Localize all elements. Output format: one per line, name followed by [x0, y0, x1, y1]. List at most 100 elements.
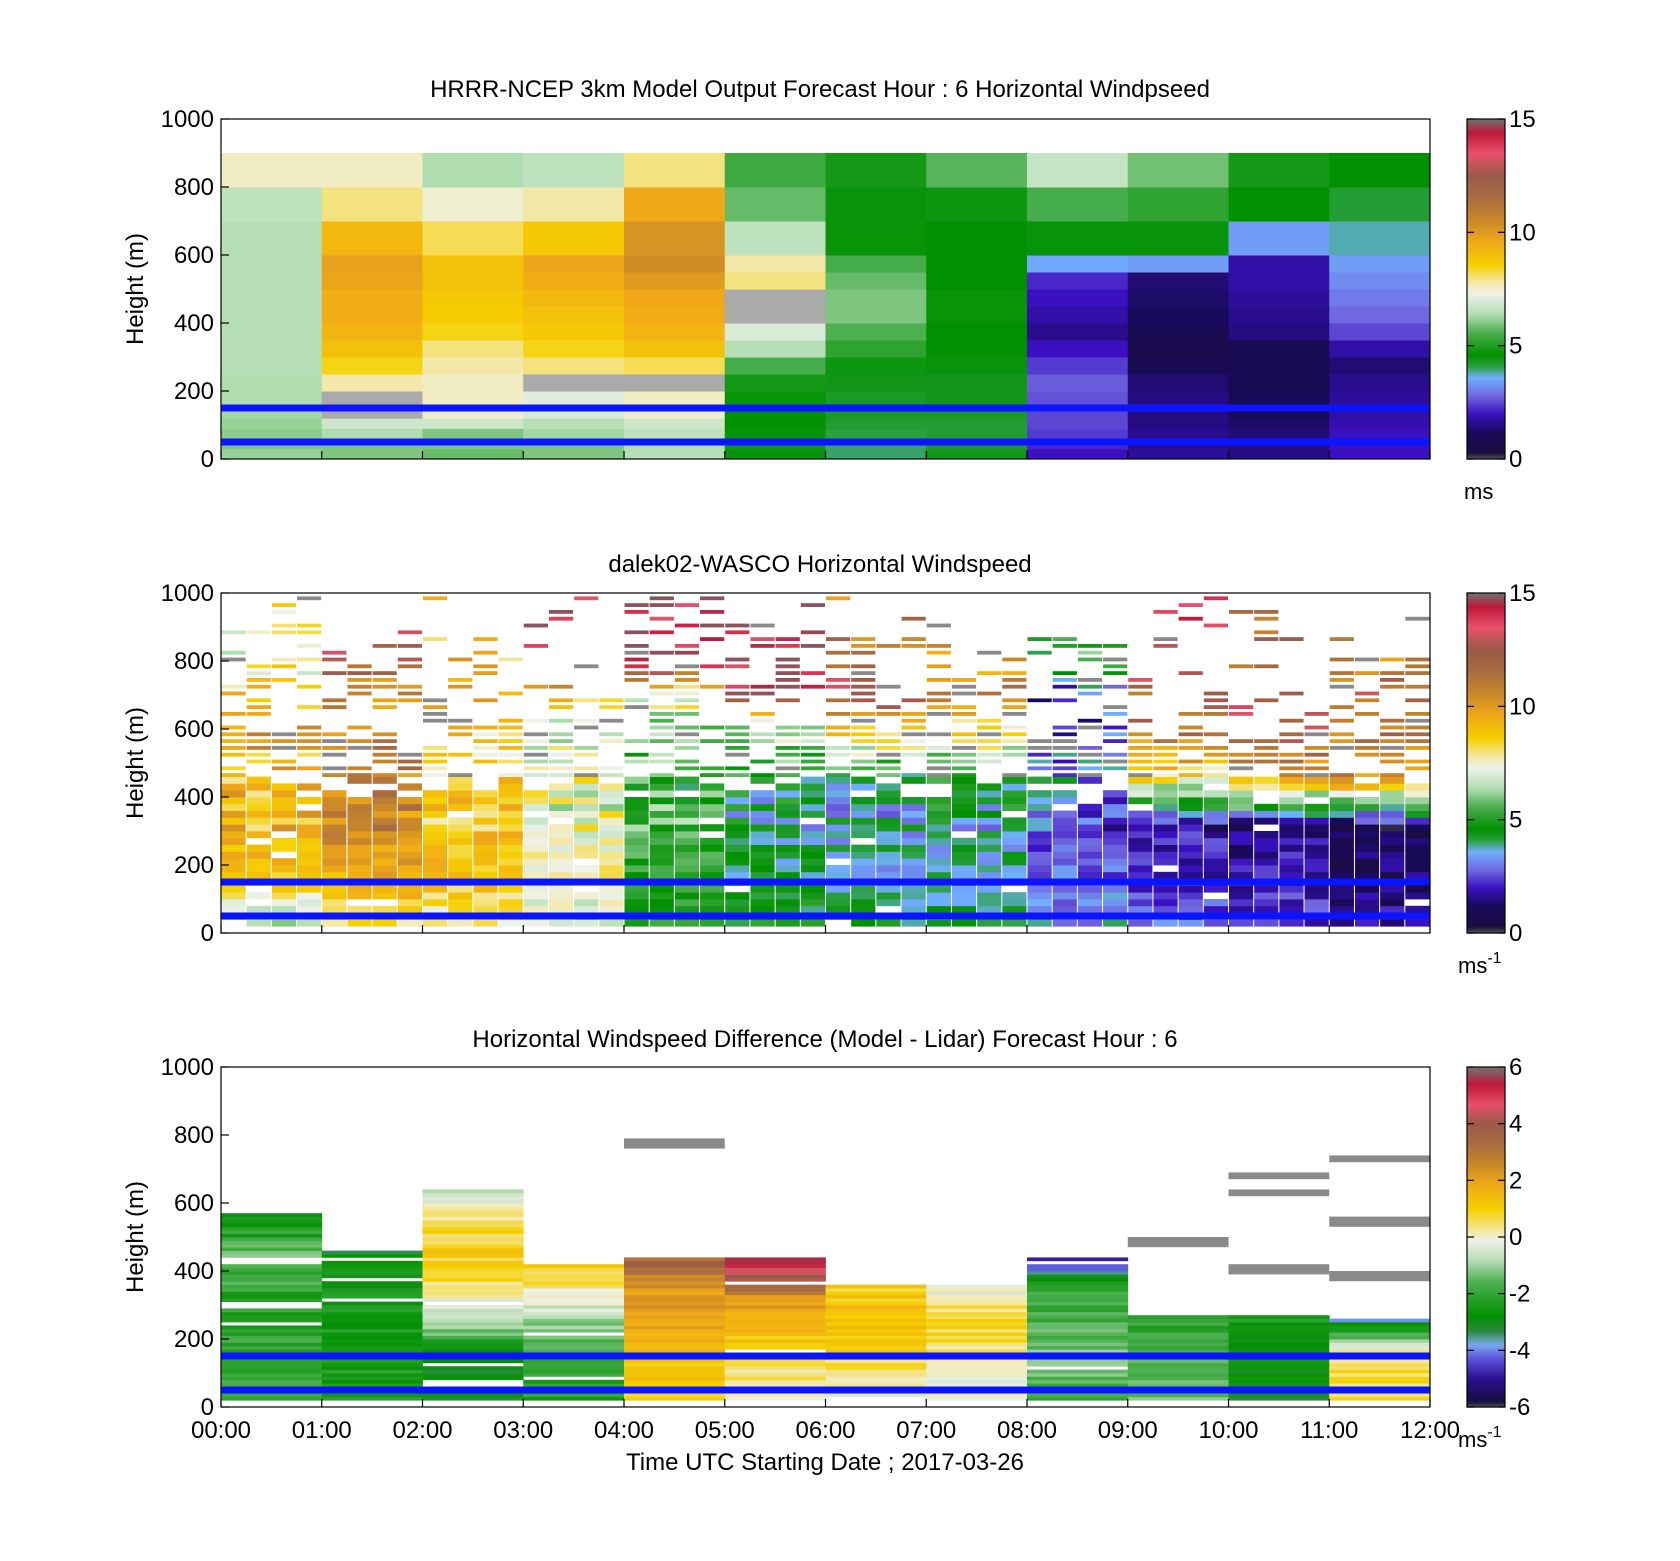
- heatmap-cell: [322, 871, 347, 879]
- heatmap-cell: [775, 817, 800, 825]
- heatmap-cell: [825, 428, 927, 440]
- colorbar-swatch: [1467, 329, 1505, 332]
- heatmap-cell: [624, 1322, 726, 1326]
- colorbar-swatch: [1467, 1397, 1505, 1400]
- colorbar-swatch: [1467, 673, 1505, 676]
- heatmap-cell: [397, 759, 422, 764]
- heatmap-cell: [221, 1264, 323, 1268]
- heatmap-cell: [800, 746, 825, 750]
- heatmap-cell: [422, 1220, 524, 1224]
- heatmap-cell: [1228, 1369, 1330, 1374]
- heatmap-cell: [321, 1383, 423, 1387]
- heatmap-cell: [1178, 858, 1203, 866]
- heatmap-cell: [775, 824, 800, 832]
- heatmap-cell: [397, 664, 422, 669]
- heatmap-cell: [825, 1359, 927, 1364]
- heatmap-cell: [800, 776, 825, 784]
- colorbar-swatch: [1467, 759, 1505, 762]
- colorbar-swatch: [1467, 929, 1505, 932]
- heatmap-cell: [1329, 1271, 1430, 1282]
- heatmap-cell: [599, 905, 624, 913]
- heatmap-cell: [1380, 725, 1405, 730]
- heatmap-cell: [1354, 899, 1380, 907]
- heatmap-cell: [1228, 1373, 1330, 1377]
- heatmap-cell: [1329, 705, 1354, 709]
- heatmap-cell: [826, 650, 851, 655]
- panel-title: dalek02-WASCO Horizontal Windspeed: [608, 551, 1031, 578]
- heatmap-cell: [523, 752, 548, 757]
- heatmap-cell: [1002, 698, 1027, 703]
- heatmap-cell: [1329, 797, 1354, 805]
- heatmap-cell: [1380, 739, 1405, 743]
- colorbar-swatch: [1467, 1387, 1505, 1390]
- colorbar-swatch: [1467, 303, 1505, 306]
- heatmap-cell: [1329, 1155, 1430, 1163]
- heatmap-cell: [523, 885, 548, 893]
- colorbar-swatch: [1467, 199, 1505, 202]
- colorbar-swatch: [1467, 1315, 1505, 1318]
- heatmap-cell: [1279, 919, 1304, 927]
- heatmap-cell: [1052, 844, 1077, 852]
- heatmap-cell: [1027, 759, 1052, 764]
- colorbar-swatch: [1467, 1067, 1505, 1070]
- colorbar-swatch: [1467, 1275, 1505, 1278]
- colorbar-swatch: [1467, 1243, 1505, 1246]
- heatmap-cell: [221, 1243, 323, 1248]
- heatmap-cell: [1128, 892, 1153, 900]
- heatmap-cell: [322, 858, 347, 866]
- heatmap-cell: [1228, 153, 1330, 188]
- heatmap-cell: [926, 851, 951, 859]
- heatmap-cell: [246, 892, 271, 900]
- heatmap-cell: [1027, 810, 1052, 818]
- heatmap-cell: [1329, 1362, 1431, 1367]
- heatmap-cell: [1304, 824, 1329, 832]
- heatmap-cell: [423, 871, 448, 879]
- colorbar-swatch: [1467, 363, 1505, 366]
- x-tick-label: 03:00: [493, 1417, 553, 1444]
- heatmap-cell: [724, 391, 826, 406]
- heatmap-cell: [372, 671, 397, 675]
- heatmap-cell: [221, 1247, 323, 1251]
- heatmap-cell: [422, 1359, 524, 1364]
- colorbar-swatch: [1467, 135, 1505, 138]
- heatmap-cell: [750, 817, 775, 825]
- heatmap-cell: [724, 428, 826, 440]
- heatmap-cell: [523, 357, 625, 375]
- heatmap-cell: [1002, 671, 1027, 675]
- heatmap-cell: [624, 1369, 726, 1374]
- colorbar-swatch: [1467, 1191, 1505, 1194]
- heatmap-cell: [1354, 885, 1380, 893]
- heatmap-cell: [1128, 766, 1153, 771]
- heatmap-cell: [1128, 824, 1153, 832]
- heatmap-cell: [1329, 1339, 1431, 1343]
- heatmap-cell: [297, 732, 322, 737]
- heatmap-cell: [1354, 803, 1380, 811]
- heatmap-cell: [221, 851, 246, 859]
- colorbar-swatch: [1467, 1251, 1505, 1254]
- heatmap-cell: [1254, 885, 1279, 893]
- colorbar-swatch: [1467, 387, 1505, 390]
- heatmap-cell: [1354, 824, 1380, 832]
- heatmap-cell: [825, 1366, 927, 1370]
- heatmap-cell: [473, 858, 498, 866]
- colorbar-swatch: [1467, 149, 1505, 152]
- colorbar-swatch: [1467, 119, 1505, 122]
- heatmap-cell: [775, 919, 800, 927]
- heatmap-cell: [1128, 885, 1153, 893]
- heatmap-cell: [649, 892, 674, 900]
- colorbar-swatch: [1467, 129, 1505, 132]
- heatmap-cell: [725, 657, 750, 662]
- heatmap-cell: [1203, 790, 1228, 798]
- heatmap-cell: [246, 678, 271, 682]
- colorbar-swatch: [1467, 1227, 1505, 1230]
- heatmap-cell: [624, 885, 649, 893]
- y-tick-label: 600: [174, 716, 214, 743]
- heatmap-cell: [548, 885, 574, 893]
- heatmap-cell: [725, 732, 750, 737]
- heatmap-cell: [674, 885, 700, 893]
- colorbar-tick-label: 5: [1509, 807, 1522, 834]
- heatmap-cell: [1002, 892, 1027, 900]
- heatmap-cell: [523, 803, 548, 811]
- heatmap-cell: [523, 428, 625, 440]
- heatmap-cell: [1203, 705, 1228, 709]
